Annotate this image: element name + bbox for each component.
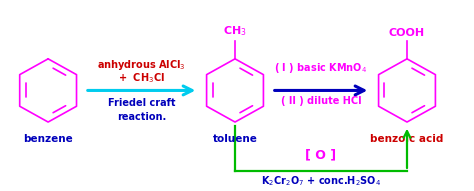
Text: reaction.: reaction. <box>117 112 166 121</box>
Text: COOH: COOH <box>389 28 425 38</box>
Text: ( I ) basic KMnO$_4$: ( I ) basic KMnO$_4$ <box>274 61 367 75</box>
Text: +  CH$_3$Cl: + CH$_3$Cl <box>118 71 165 85</box>
Text: toluene: toluene <box>212 134 257 144</box>
Text: Friedel craft: Friedel craft <box>108 98 175 108</box>
Text: benzoic acid: benzoic acid <box>370 134 444 144</box>
Text: [ O ]: [ O ] <box>305 148 337 161</box>
Text: anhydrous AlCl$_3$: anhydrous AlCl$_3$ <box>97 58 186 72</box>
Text: K$_2$Cr$_2$O$_7$ + conc.H$_2$SO$_4$: K$_2$Cr$_2$O$_7$ + conc.H$_2$SO$_4$ <box>261 174 381 188</box>
Text: ( II ) dilute HCl: ( II ) dilute HCl <box>281 96 361 106</box>
Text: benzene: benzene <box>23 134 73 144</box>
Text: CH$_3$: CH$_3$ <box>223 24 247 38</box>
